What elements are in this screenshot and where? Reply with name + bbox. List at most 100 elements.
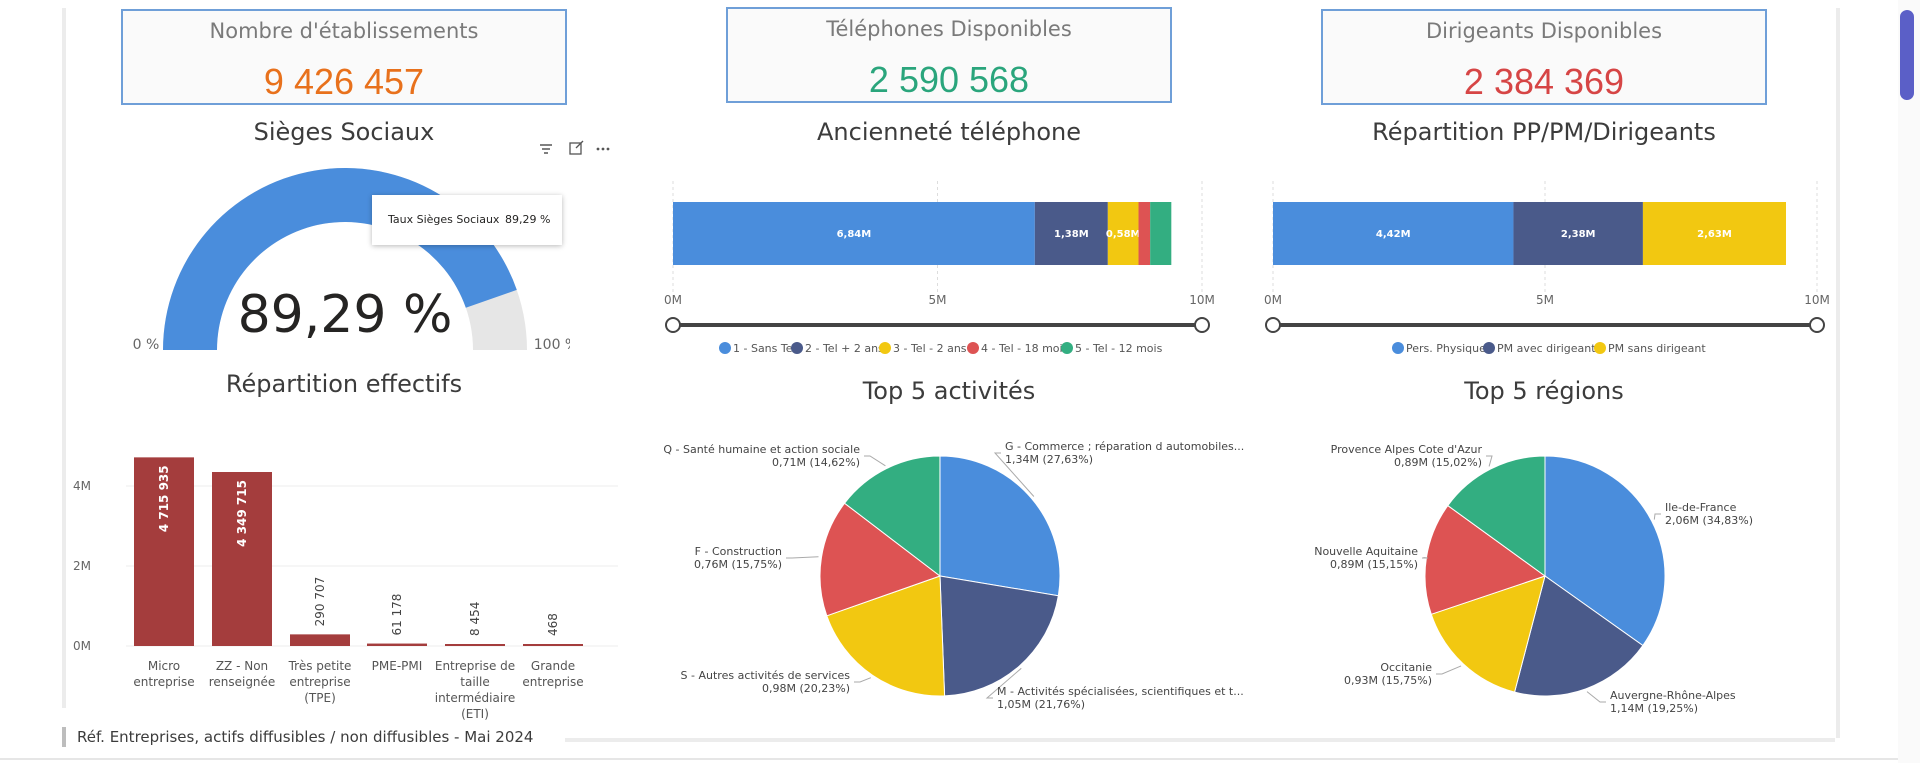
x-tick-label: Grande — [531, 659, 575, 673]
legend-label[interactable]: PM avec dirigeant — [1497, 342, 1596, 355]
data-label: 1,38M — [1054, 229, 1089, 240]
filter-icon[interactable] — [540, 144, 552, 154]
leader-line — [993, 452, 1035, 497]
bar[interactable] — [445, 644, 505, 646]
kpi-card-telephones[interactable]: Téléphones Disponibles 2 590 568 — [726, 7, 1172, 103]
stacked-segment[interactable] — [1034, 202, 1108, 265]
data-label: 8 454 — [468, 602, 482, 636]
scrollbar-thumb[interactable] — [1900, 10, 1914, 100]
slice-label: Auvergne-Rhône-Alpes — [1610, 689, 1736, 702]
legend-label[interactable]: 4 - Tel - 18 mois — [981, 342, 1069, 355]
leader-line — [1422, 556, 1429, 559]
legend-marker[interactable] — [879, 342, 891, 354]
legend-marker[interactable] — [1061, 342, 1073, 354]
range-slider-handle-end[interactable] — [1194, 317, 1210, 333]
x-tick-label: 0M — [664, 293, 682, 307]
pie-slice[interactable] — [939, 575, 1059, 697]
gauge-chart[interactable]: 89,29 % 0 % 100 % — [120, 160, 570, 360]
leader-line — [1586, 691, 1606, 703]
stacked-segment[interactable] — [1513, 202, 1643, 265]
range-slider-handle-start[interactable] — [665, 317, 681, 333]
data-label: 468 — [546, 613, 560, 636]
x-tick-label: PME-PMI — [372, 659, 423, 673]
gauge-max-label: 100 % — [534, 337, 570, 353]
vertical-scrollbar[interactable] — [1898, 0, 1920, 763]
range-slider-handle-start[interactable] — [1265, 317, 1281, 333]
slice-label: Q - Santé humaine et action sociale — [663, 443, 860, 456]
repartition-stacked-bar-chart[interactable]: 0M 5M 10M 4,42M 2,38M 2,63M Pers. Physiques PM … — [1260, 175, 1840, 365]
legend-label[interactable]: 2 - Tel + 2 ans — [805, 342, 884, 355]
footer-accent — [62, 727, 66, 747]
footer-caption: Réf. Entreprises, actifs diffusibles / n… — [77, 728, 534, 746]
pie-slice[interactable] — [1447, 455, 1546, 577]
pie-slice[interactable] — [843, 455, 941, 578]
data-label: 4 349 715 — [235, 480, 249, 547]
x-tick-label: Micro — [148, 659, 180, 673]
leader-line — [1653, 513, 1661, 520]
stacked-segment[interactable] — [1273, 202, 1514, 265]
anciennete-title: Ancienneté téléphone — [817, 118, 1081, 146]
visual-header-icons — [540, 140, 610, 155]
legend-marker[interactable] — [1594, 342, 1606, 354]
slice-label: Ile-de-France — [1665, 501, 1737, 514]
data-label: 2,63M — [1697, 229, 1732, 240]
stacked-segment[interactable] — [1642, 202, 1786, 265]
y-tick-label: 0M — [73, 639, 91, 653]
x-tick-label: entreprise — [289, 675, 350, 689]
data-label: 0,58M — [1106, 229, 1141, 240]
x-tick-label: intermédiaire — [435, 691, 516, 705]
pie-slice[interactable] — [1513, 575, 1644, 697]
slice-value-label: 1,05M (21,76%) — [997, 698, 1085, 711]
slice-label: M - Activités spécialisées, scientifique… — [997, 685, 1244, 698]
pie-slice[interactable] — [826, 575, 946, 697]
legend-marker[interactable] — [791, 342, 803, 354]
gauge-title: Sièges Sociaux — [253, 118, 435, 146]
kpi-title: Téléphones Disponibles — [826, 17, 1072, 41]
gauge-min-label: 0 % — [133, 337, 160, 353]
legend-marker[interactable] — [719, 342, 731, 354]
pie-slice[interactable] — [1544, 455, 1666, 647]
bar[interactable] — [212, 472, 272, 646]
bar[interactable] — [367, 643, 427, 646]
legend-label[interactable]: 5 - Tel - 12 mois — [1075, 342, 1163, 355]
footer-divider — [565, 738, 1835, 742]
bar[interactable] — [134, 457, 194, 646]
pie-slice[interactable] — [939, 455, 1061, 597]
stacked-segment[interactable] — [1150, 202, 1172, 265]
legend-label[interactable]: 3 - Tel - 2 ans — [893, 342, 967, 355]
slice-label: Nouvelle Aquitaine — [1314, 545, 1418, 558]
pie-slice[interactable] — [819, 502, 942, 617]
leader-line — [1486, 455, 1493, 467]
leader-line — [985, 667, 1022, 699]
bar[interactable] — [290, 634, 350, 646]
legend-label[interactable]: PM sans dirigeant — [1608, 342, 1706, 355]
kpi-value: 2 384 369 — [1463, 61, 1625, 102]
data-label: 2,38M — [1561, 229, 1596, 240]
tooltip-value: 89,29 % — [505, 213, 551, 226]
slice-label: S - Autres activités de services — [681, 669, 851, 682]
focus-mode-icon[interactable] — [569, 140, 584, 155]
activites-pie-chart[interactable]: G - Commerce ; réparation d automobiles.… — [660, 430, 1280, 720]
kpi-card-dirigeants[interactable]: Dirigeants Disponibles 2 384 369 — [1321, 9, 1767, 105]
effectifs-column-chart[interactable]: 0M 2M 4M 4 715 935 Micro entreprise 4 349 715 Z… — [68, 420, 618, 725]
legend-label[interactable]: Pers. Physiques — [1406, 342, 1492, 355]
x-tick-label: Très petite — [288, 659, 352, 673]
bar[interactable] — [523, 644, 583, 646]
range-slider-handle-end[interactable] — [1809, 317, 1825, 333]
anciennete-stacked-bar-chart[interactable]: 0M 5M 10M 6,84M 1,38M 0,58M 1 - Sans Tel 2 - Te… — [660, 175, 1220, 365]
stacked-segment[interactable] — [673, 202, 1035, 265]
kpi-card-etablissements[interactable]: Nombre d'établissements 9 426 457 — [121, 9, 567, 105]
legend-marker[interactable] — [1392, 342, 1404, 354]
more-options-icon[interactable] — [596, 147, 610, 151]
legend-label[interactable]: 1 - Sans Tel — [733, 342, 796, 355]
data-label: 4 715 935 — [157, 465, 171, 532]
x-tick-label: 10M — [1804, 293, 1830, 307]
legend-marker[interactable] — [1483, 342, 1495, 354]
kpi-title: Nombre d'établissements — [209, 19, 479, 43]
stacked-segment[interactable] — [1107, 202, 1139, 265]
stacked-segment[interactable] — [1138, 202, 1151, 265]
slice-value-label: 1,34M (27,63%) — [1005, 453, 1093, 466]
x-tick-label: entreprise — [133, 675, 194, 689]
legend-marker[interactable] — [967, 342, 979, 354]
